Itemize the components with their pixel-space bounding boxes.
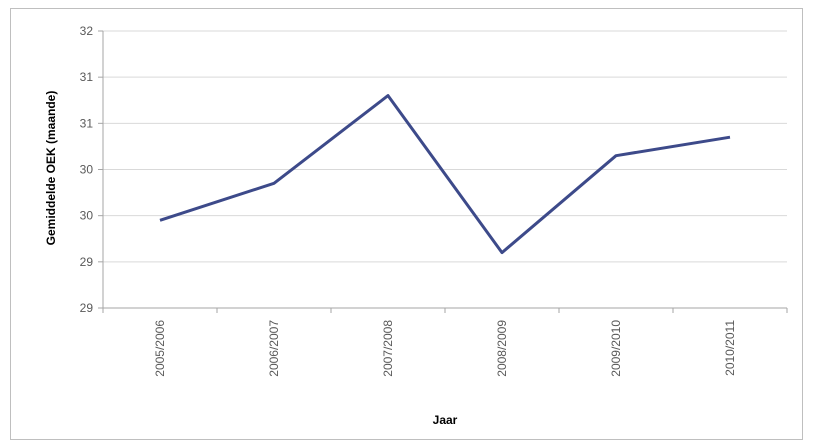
y-tick-label: 32 xyxy=(80,24,94,38)
y-tick-label: 29 xyxy=(80,301,94,315)
y-axis-ticks: 29 29 30 30 31 31 32 xyxy=(80,24,103,315)
x-tick-label: 2009/2010 xyxy=(609,320,623,377)
x-axis-title: Jaar xyxy=(433,413,458,427)
gridlines xyxy=(103,30,787,263)
x-tick-label: 2007/2008 xyxy=(381,320,395,377)
y-tick-label: 30 xyxy=(80,209,94,223)
x-tick-label: 2010/2011 xyxy=(723,320,737,376)
y-tick-label: 31 xyxy=(80,116,94,130)
series-line xyxy=(159,94,731,255)
x-axis-ticks: 2005/2006 2006/2007 2007/2008 2008/2009 2009… xyxy=(102,308,788,377)
y-tick-label: 30 xyxy=(80,163,94,177)
chart-frame xyxy=(10,8,803,440)
y-tick-label: 29 xyxy=(80,255,94,269)
x-tick-label: 2008/2009 xyxy=(495,320,509,377)
x-tick-label: 2005/2006 xyxy=(153,320,167,377)
y-axis-title: Gemiddelde OEK (maande) xyxy=(44,91,58,246)
y-tick-label: 31 xyxy=(80,70,94,84)
x-tick-label: 2006/2007 xyxy=(267,320,281,377)
